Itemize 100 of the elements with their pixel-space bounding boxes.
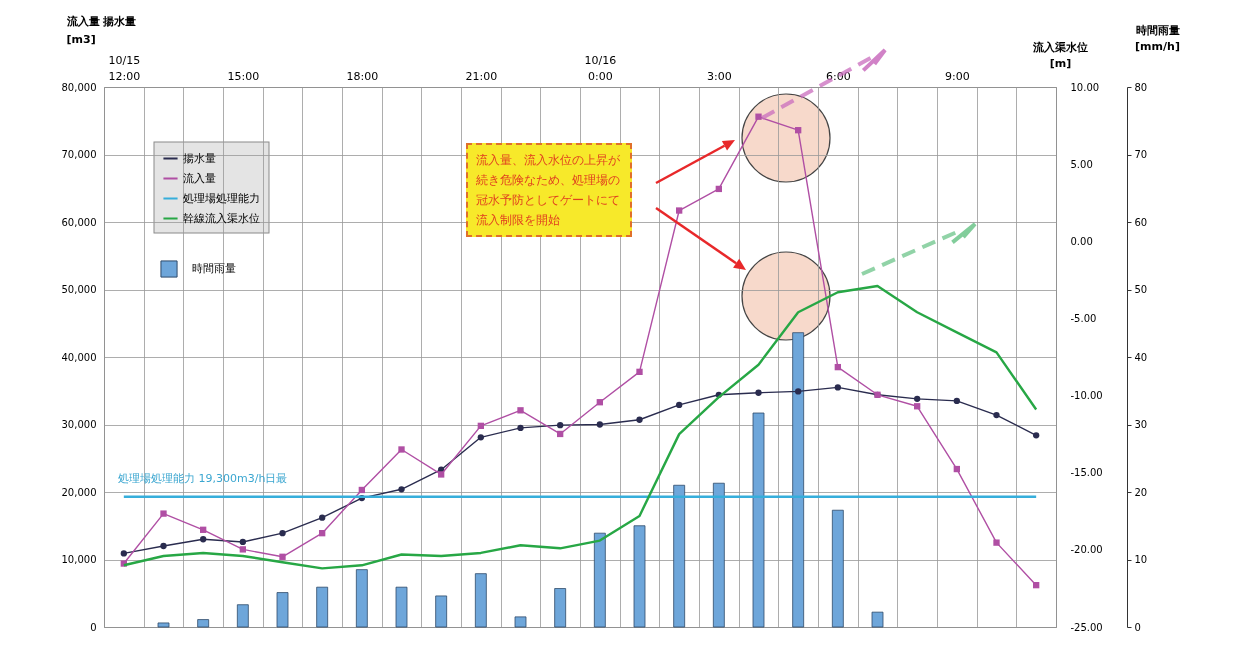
- bar: [673, 484, 686, 628]
- point: [953, 465, 960, 473]
- bar: [474, 573, 487, 628]
- point: [1033, 432, 1040, 439]
- point: [279, 553, 286, 560]
- y-tick-label: 50,000: [61, 284, 97, 295]
- point: [795, 388, 802, 395]
- y3-tick-label: 30: [1134, 419, 1148, 430]
- point: [914, 395, 921, 403]
- y2-tick-label: -10.00: [1070, 390, 1103, 402]
- y-tick-label: 60,000: [61, 216, 97, 228]
- point: [914, 403, 921, 410]
- bar: [197, 619, 210, 628]
- bar: [316, 586, 329, 628]
- point: [557, 430, 564, 438]
- y-tick-label: 20,000: [61, 486, 97, 498]
- bar: [792, 332, 805, 628]
- point: [239, 546, 246, 553]
- y3-tick-label: 80: [1134, 81, 1148, 93]
- y-tick-label: 80,000: [61, 81, 97, 93]
- point: [834, 363, 841, 371]
- y2-tick-label: -25.00: [1070, 621, 1103, 633]
- y2-tick-label: -15.00: [1070, 467, 1103, 479]
- point: [953, 397, 960, 405]
- bar: [355, 569, 368, 628]
- y3-tick-label: 10: [1134, 554, 1148, 565]
- x-tick-label: 15:00: [227, 69, 260, 83]
- y3-axis-title: 時間雨量 [mm/h]: [1135, 23, 1180, 53]
- point: [1033, 581, 1040, 589]
- annotation: 処理場処理能力 19,300m3/h日最: [118, 471, 288, 486]
- bar: [871, 611, 884, 628]
- point: [517, 424, 524, 432]
- y2-tick-label: 5.00: [1070, 158, 1093, 170]
- y-tick-label: 70,000: [61, 149, 97, 160]
- callout-box: 流入量、流入水位の上昇が続き危険なため、処理場の冠水予防としてゲートにて流入制限を開始: [466, 143, 632, 237]
- legend-label: 幹線流入渠水位: [183, 211, 260, 225]
- x-tick-label: 10/16 0:00: [584, 53, 617, 83]
- y-tick-label: 10,000: [61, 554, 97, 565]
- y3-tick-label: 40: [1134, 351, 1148, 363]
- point: [239, 538, 246, 546]
- y2-tick-label: 0.00: [1070, 235, 1093, 247]
- bar: [276, 592, 289, 628]
- y3-tick-label: 20: [1134, 486, 1148, 498]
- y3-tick-label: 60: [1134, 216, 1148, 228]
- point: [398, 486, 405, 493]
- point: [636, 368, 643, 376]
- point: [755, 389, 762, 396]
- y-tick-label: 40,000: [61, 351, 97, 363]
- point: [200, 526, 207, 533]
- bar: [831, 509, 844, 628]
- bar: [514, 616, 527, 628]
- bar: [633, 525, 646, 628]
- point: [795, 127, 802, 134]
- bar: [712, 482, 725, 628]
- bar: [157, 622, 170, 628]
- point: [993, 539, 1000, 546]
- point: [160, 510, 167, 517]
- point: [755, 113, 762, 120]
- y3-tick-label: 70: [1134, 149, 1148, 160]
- legend-label: 揚水量: [183, 151, 216, 165]
- point: [557, 422, 564, 429]
- y2-tick-label: -20.00: [1070, 544, 1103, 556]
- bar: [752, 412, 765, 628]
- y3-tick-label: 0: [1134, 621, 1141, 633]
- bar: [593, 532, 606, 628]
- point: [993, 411, 1000, 419]
- point: [120, 550, 127, 557]
- legend-label: 処理場処理能力: [183, 191, 260, 205]
- point: [676, 207, 683, 214]
- y-tick-label: 30,000: [61, 419, 97, 430]
- x-tick-label: 18:00: [346, 69, 379, 83]
- bar: [435, 595, 448, 628]
- point: [596, 399, 603, 406]
- x-tick-label: 9:00: [944, 69, 970, 83]
- point: [517, 407, 524, 414]
- point: [676, 401, 683, 409]
- point: [715, 185, 722, 193]
- point: [319, 514, 326, 521]
- legend-label: 時間雨量: [192, 262, 236, 275]
- x-tick-label: 6:00: [825, 69, 851, 83]
- point: [477, 434, 484, 441]
- y-axis-title: 流入量 揚水量 [m3]: [65, 14, 137, 46]
- point: [834, 384, 841, 391]
- point: [636, 416, 643, 423]
- point: [200, 536, 207, 543]
- x-tick-label: 10/15 12:00: [108, 53, 141, 83]
- point: [398, 446, 405, 453]
- legend-label: 流入量: [183, 171, 216, 185]
- point: [160, 542, 167, 550]
- point: [319, 530, 326, 537]
- y2-tick-label: 10.00: [1070, 81, 1100, 93]
- point: [596, 421, 603, 428]
- point: [358, 486, 365, 494]
- x-tick-label: 21:00: [465, 69, 498, 83]
- point: [279, 530, 286, 537]
- point: [477, 422, 484, 430]
- y3-tick-label: 50: [1134, 284, 1148, 295]
- y-tick-label: 0: [90, 621, 97, 633]
- y2-tick-label: -5.00: [1070, 312, 1097, 324]
- bar: [395, 586, 408, 628]
